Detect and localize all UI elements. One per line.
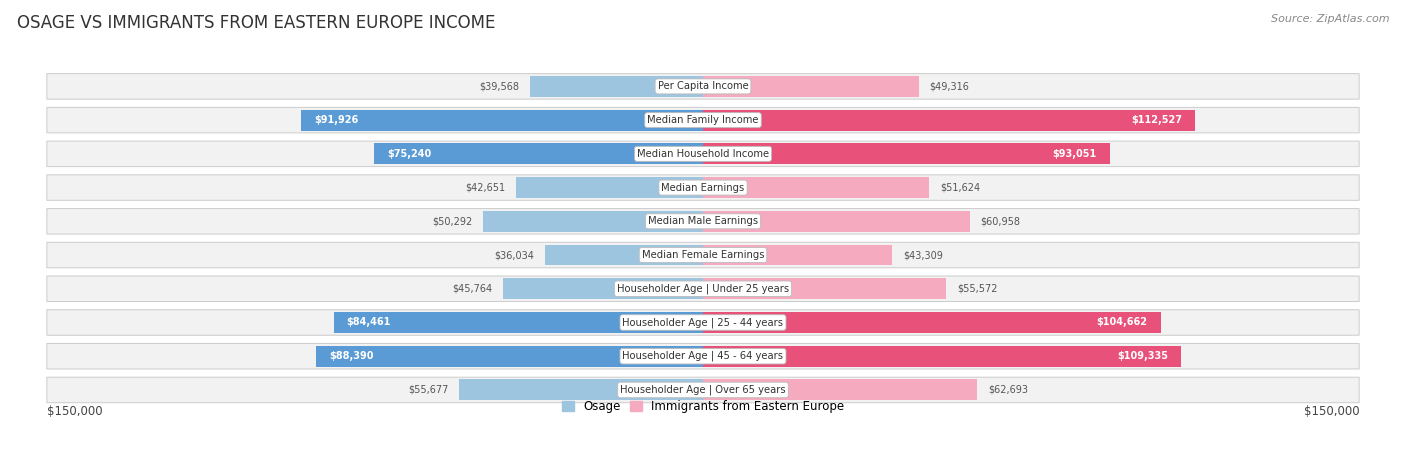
Text: $36,034: $36,034 — [495, 250, 534, 260]
FancyBboxPatch shape — [46, 276, 1360, 302]
Text: Median Household Income: Median Household Income — [637, 149, 769, 159]
Bar — [333, 312, 703, 333]
FancyBboxPatch shape — [46, 74, 1360, 99]
Bar — [516, 177, 703, 198]
Text: $150,000: $150,000 — [1303, 404, 1360, 417]
Bar — [460, 380, 703, 400]
Text: $91,926: $91,926 — [314, 115, 359, 125]
FancyBboxPatch shape — [46, 343, 1360, 369]
Text: Householder Age | 25 - 44 years: Householder Age | 25 - 44 years — [623, 317, 783, 328]
FancyBboxPatch shape — [46, 175, 1360, 200]
Text: Median Male Earnings: Median Male Earnings — [648, 216, 758, 226]
Text: $104,662: $104,662 — [1097, 318, 1147, 327]
Text: $55,677: $55,677 — [408, 385, 449, 395]
Text: $150,000: $150,000 — [46, 404, 103, 417]
Text: $109,335: $109,335 — [1118, 351, 1168, 361]
Bar — [301, 110, 703, 131]
FancyBboxPatch shape — [46, 107, 1360, 133]
Text: $75,240: $75,240 — [387, 149, 432, 159]
Text: Per Capita Income: Per Capita Income — [658, 81, 748, 92]
Text: OSAGE VS IMMIGRANTS FROM EASTERN EUROPE INCOME: OSAGE VS IMMIGRANTS FROM EASTERN EUROPE … — [17, 14, 495, 32]
Text: $51,624: $51,624 — [939, 183, 980, 192]
FancyBboxPatch shape — [46, 310, 1360, 335]
Bar — [703, 380, 977, 400]
Text: $50,292: $50,292 — [432, 216, 472, 226]
Bar — [703, 76, 918, 97]
FancyBboxPatch shape — [46, 377, 1360, 403]
Text: $42,651: $42,651 — [465, 183, 506, 192]
FancyBboxPatch shape — [46, 209, 1360, 234]
FancyBboxPatch shape — [46, 242, 1360, 268]
Text: $39,568: $39,568 — [479, 81, 519, 92]
Text: $112,527: $112,527 — [1130, 115, 1182, 125]
Text: $43,309: $43,309 — [904, 250, 943, 260]
Text: Householder Age | Over 65 years: Householder Age | Over 65 years — [620, 385, 786, 395]
Text: $55,572: $55,572 — [957, 284, 997, 294]
Bar — [316, 346, 703, 367]
FancyBboxPatch shape — [46, 141, 1360, 167]
Bar — [703, 110, 1195, 131]
Text: $88,390: $88,390 — [329, 351, 374, 361]
Text: $45,764: $45,764 — [451, 284, 492, 294]
Text: $93,051: $93,051 — [1053, 149, 1097, 159]
Bar — [530, 76, 703, 97]
Bar — [703, 278, 946, 299]
Bar — [703, 346, 1181, 367]
Bar — [484, 211, 703, 232]
Bar — [703, 143, 1109, 164]
Text: Source: ZipAtlas.com: Source: ZipAtlas.com — [1271, 14, 1389, 24]
Bar — [503, 278, 703, 299]
Text: $49,316: $49,316 — [929, 81, 970, 92]
Bar — [703, 177, 929, 198]
Bar — [546, 245, 703, 265]
Text: Median Earnings: Median Earnings — [661, 183, 745, 192]
Bar — [703, 312, 1161, 333]
Text: $62,693: $62,693 — [988, 385, 1028, 395]
Bar — [703, 245, 893, 265]
Text: $84,461: $84,461 — [347, 318, 391, 327]
Text: Householder Age | 45 - 64 years: Householder Age | 45 - 64 years — [623, 351, 783, 361]
Legend: Osage, Immigrants from Eastern Europe: Osage, Immigrants from Eastern Europe — [557, 396, 849, 418]
Text: $60,958: $60,958 — [980, 216, 1021, 226]
Text: Householder Age | Under 25 years: Householder Age | Under 25 years — [617, 283, 789, 294]
Bar — [703, 211, 970, 232]
Bar — [374, 143, 703, 164]
Text: Median Female Earnings: Median Female Earnings — [641, 250, 765, 260]
Text: Median Family Income: Median Family Income — [647, 115, 759, 125]
